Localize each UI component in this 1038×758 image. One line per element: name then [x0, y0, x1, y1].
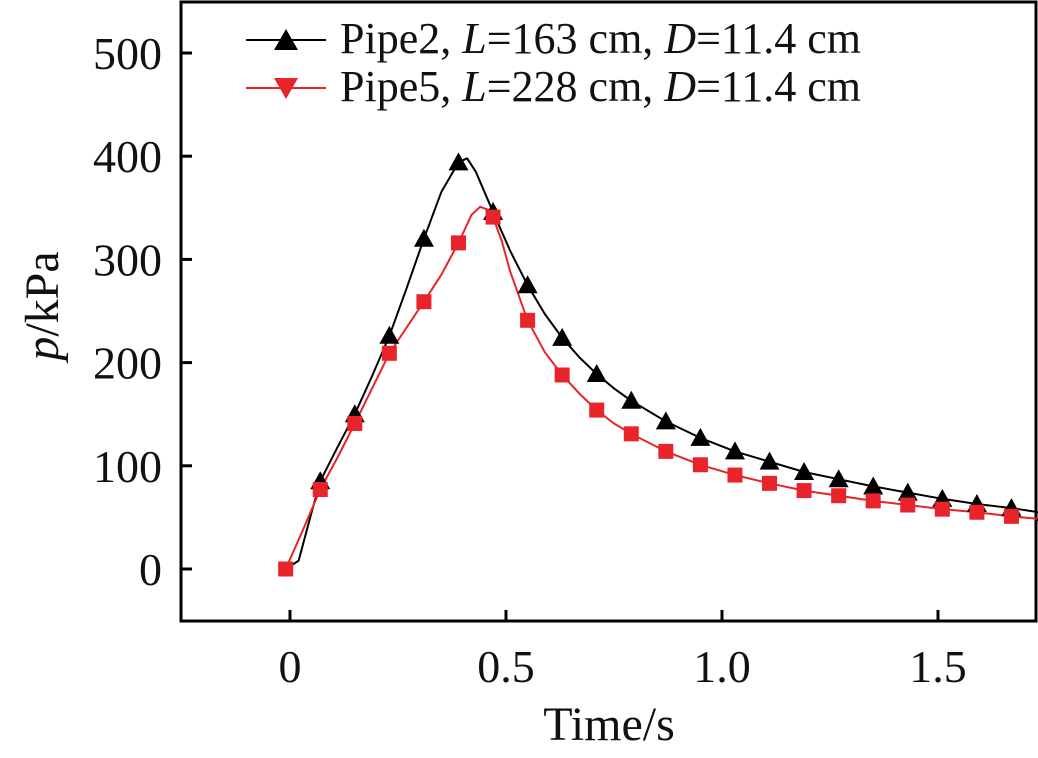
- x-tick-label: 1.0: [693, 641, 751, 692]
- x-axis: 0 0.5 1.0 1.5: [279, 610, 967, 692]
- x-tick-label: 1.5: [909, 641, 967, 692]
- data-point-square: [1003, 508, 1019, 524]
- data-point-triangle: [379, 325, 400, 344]
- data-point-square: [658, 443, 674, 459]
- data-point-triangle: [724, 441, 745, 460]
- data-point-square: [900, 497, 916, 513]
- data-point-triangle: [690, 427, 711, 446]
- data-point-triangle: [897, 482, 918, 501]
- data-point-triangle: [863, 476, 884, 495]
- y-tick-label: 200: [93, 338, 162, 389]
- legend-label-pipe5: Pipe5, L=228 cm, D=11.4 cm: [340, 62, 861, 111]
- legend: Pipe2, L=163 cm, D=11.4 cm Pipe5, L=228 …: [246, 14, 861, 111]
- data-point-square: [623, 426, 639, 442]
- data-point-square: [381, 345, 397, 361]
- x-tick-label: 0.5: [477, 641, 535, 692]
- x-tick-label: 0: [279, 641, 302, 692]
- y-tick-label: 300: [93, 234, 162, 285]
- y-tick-label: 400: [93, 131, 162, 182]
- y-tick-label: 0: [139, 544, 162, 595]
- series-line-2: [284, 205, 1038, 570]
- data-point-triangle: [794, 461, 815, 480]
- legend-entry-pipe5: Pipe5, L=228 cm, D=11.4 cm: [246, 62, 861, 111]
- data-point-triangle: [759, 451, 780, 470]
- data-point-triangle: [517, 275, 538, 294]
- data-point-square: [589, 402, 605, 418]
- y-tick-label: 500: [93, 28, 162, 79]
- data-point-square: [969, 504, 985, 520]
- data-point-square: [520, 312, 536, 328]
- data-point-square: [278, 561, 294, 577]
- data-point-triangle: [413, 228, 434, 247]
- data-point-triangle: [448, 152, 469, 171]
- y-axis-title-unit: /kPa: [16, 251, 69, 336]
- legend-label-pipe2: Pipe2, L=163 cm, D=11.4 cm: [340, 14, 861, 63]
- y-axis-title: p/kPa: [16, 251, 69, 363]
- series-line-1: [285, 157, 1038, 570]
- data-point-square: [727, 467, 743, 483]
- data-point-triangle: [586, 363, 607, 382]
- data-point-square: [554, 367, 570, 383]
- data-point-square: [312, 482, 328, 498]
- data-point-triangle: [828, 469, 849, 488]
- data-point-triangle: [552, 327, 573, 346]
- plot-area: [179, 0, 1038, 623]
- data-point-square: [450, 235, 466, 251]
- data-point-square: [416, 294, 432, 310]
- data-point-square: [485, 209, 501, 225]
- data-point-square: [762, 475, 778, 491]
- legend-entry-pipe2: Pipe2, L=163 cm, D=11.4 cm: [246, 14, 861, 63]
- y-tick-label: 100: [93, 441, 162, 492]
- series-markers: [278, 152, 1038, 577]
- y-axis: 0 100 200 300 400 500: [93, 28, 192, 595]
- data-point-square: [865, 493, 881, 509]
- data-point-triangle: [621, 390, 642, 409]
- data-point-square: [347, 415, 363, 431]
- data-point-triangle: [655, 411, 676, 430]
- plot-frame: [179, 0, 1038, 623]
- data-point-square: [831, 488, 847, 504]
- data-point-square: [796, 483, 812, 499]
- data-point-square: [692, 457, 708, 473]
- legend-marker-triangle-up: [274, 29, 298, 50]
- x-axis-title: Time/s: [543, 698, 675, 751]
- y-axis-title-variable: p: [16, 337, 69, 364]
- legend-marker-triangle-down: [274, 78, 298, 99]
- data-point-square: [934, 501, 950, 517]
- series-curves: [284, 157, 1038, 570]
